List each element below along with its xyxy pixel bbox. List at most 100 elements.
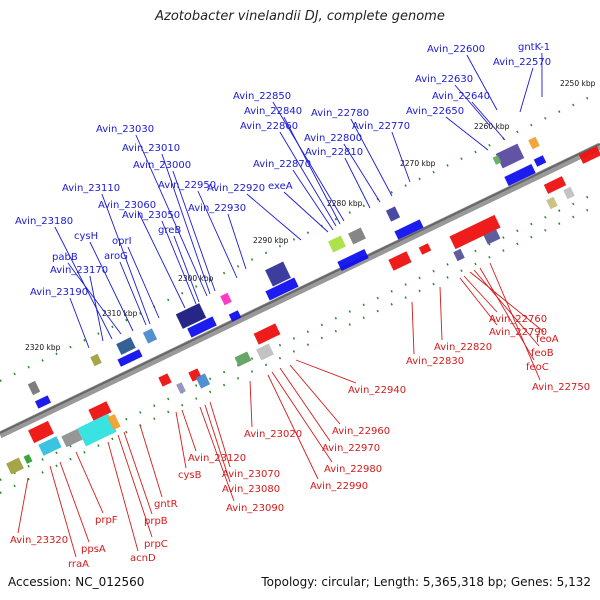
gene-glyph — [483, 229, 501, 245]
gene-label-avin-22600: Avin_22600 — [427, 44, 485, 55]
label-leader-avin-22830 — [411, 301, 415, 355]
tick-label: 2280 kbp — [327, 199, 363, 208]
gene-label-cysb: cysB — [178, 470, 202, 481]
label-leader-avin-22760 — [463, 275, 498, 313]
label-leader-rraa — [49, 465, 77, 558]
label-leader-avin-22650 — [445, 116, 489, 151]
gene-label-avin-22980: Avin_22980 — [324, 464, 382, 475]
gene-label-avin-23070: Avin_23070 — [222, 469, 280, 480]
label-leader-avin-22780 — [350, 118, 393, 197]
label-leader-avin-22850 — [272, 101, 345, 222]
gene-label-ppsa: ppsA — [81, 544, 106, 555]
gene-glyph — [563, 186, 575, 200]
gene-label-pabb: pabB — [52, 252, 78, 263]
label-leader-avin-23080 — [204, 404, 231, 483]
label-leader-avin-22870 — [292, 169, 334, 231]
gene-glyph — [546, 196, 558, 210]
gene-label-avin-23050: Avin_23050 — [122, 210, 180, 221]
gene-label-prpc: prpC — [144, 539, 168, 550]
label-leader-avin-22950 — [197, 190, 238, 279]
gene-label-acnd: acnD — [130, 553, 156, 564]
label-leader-avin-22600 — [466, 54, 498, 111]
gene-label-avin-22830: Avin_22830 — [406, 356, 464, 367]
label-leader-exea — [283, 191, 329, 233]
label-leader-avin-23070 — [209, 401, 231, 468]
tick-label: 2270 kbp — [400, 159, 436, 168]
gene-label-avin-22990: Avin_22990 — [310, 481, 368, 492]
label-leader-avin-22820 — [439, 286, 443, 341]
gene-label-avin-23090: Avin_23090 — [226, 503, 284, 514]
gene-glyph — [6, 457, 24, 475]
gene-glyph — [543, 176, 567, 194]
gene-glyph — [28, 420, 54, 444]
gene-label-avin-23180: Avin_23180 — [15, 216, 73, 227]
tick-label: 2320 kbp — [25, 343, 61, 352]
gene-label-avin-23080: Avin_23080 — [222, 484, 280, 495]
gene-label-avin-22650: Avin_22650 — [406, 106, 464, 117]
label-leader-avin-22810 — [344, 157, 371, 209]
gene-label-prpb: prpB — [144, 516, 168, 527]
gene-glyph — [38, 436, 62, 456]
gene-label-feoa: feoA — [536, 334, 559, 345]
label-leader-avin-23090 — [199, 406, 235, 502]
gene-label-prpf: prpF — [95, 515, 118, 526]
gene-label-avin-22810: Avin_22810 — [305, 147, 363, 158]
map-title: Azotobacter vinelandii DJ, complete geno… — [155, 9, 445, 24]
gene-label-avin-22920: Avin_22920 — [207, 183, 265, 194]
label-leader-avin-22770 — [391, 131, 411, 183]
gene-glyph — [495, 143, 525, 169]
tick-label: 2290 kbp — [253, 236, 289, 245]
gene-glyph — [328, 235, 346, 253]
label-leader-avin-23050 — [161, 220, 197, 305]
gene-label-avin-23120: Avin_23120 — [188, 453, 246, 464]
label-leader-avin-22790 — [459, 277, 498, 326]
gene-glyph — [195, 373, 211, 389]
gene-glyph — [88, 401, 112, 421]
gene-label-avin-22750: Avin_22750 — [532, 382, 590, 393]
gene-glyph — [61, 428, 83, 448]
gene-glyph — [90, 353, 102, 367]
label-leader-avin-22570 — [519, 67, 534, 113]
gene-label-avin-23010: Avin_23010 — [122, 143, 180, 154]
gene-label-rraa: rraA — [68, 559, 89, 570]
label-leader-avin-23190 — [69, 297, 90, 349]
gene-glyph — [492, 155, 502, 165]
gene-glyph — [220, 292, 232, 306]
label-leader-avin-22840 — [283, 116, 341, 225]
gene-glyph — [187, 316, 217, 338]
gene-glyph — [449, 214, 501, 250]
gene-glyph — [158, 373, 172, 387]
label-leader-opri — [127, 246, 160, 319]
gene-glyph — [348, 227, 366, 245]
gene-label-arog: aroG — [104, 251, 128, 262]
label-leader-avin-22960 — [289, 364, 341, 425]
gene-glyph — [256, 343, 274, 361]
gene-glyph — [418, 243, 432, 255]
gene-glyph — [388, 251, 412, 271]
gene-label-avin-22930: Avin_22930 — [188, 203, 246, 214]
gene-label-opri: oprI — [112, 236, 132, 247]
gene-label-avin-22780: Avin_22780 — [311, 108, 369, 119]
tick-dots-3 — [0, 203, 600, 494]
gene-label-avin-22800: Avin_22800 — [304, 133, 362, 144]
gene-label-avin-22960: Avin_22960 — [332, 426, 390, 437]
gene-label-avin-22770: Avin_22770 — [352, 121, 410, 132]
gene-label-avin-23110: Avin_23110 — [62, 183, 120, 194]
gene-glyph — [453, 248, 465, 262]
tick-label: 2260 kbp — [474, 122, 510, 131]
label-leader-avin-23010 — [161, 153, 211, 295]
gene-glyph — [175, 303, 207, 329]
gene-label-avin-22570: Avin_22570 — [493, 57, 551, 68]
gene-glyph — [142, 328, 158, 344]
gene-label-avin-22790: Avin_22790 — [489, 327, 547, 338]
gene-glyph — [394, 219, 424, 240]
label-leader-avin-23000 — [172, 170, 216, 292]
gene-label-avin-23000: Avin_23000 — [133, 160, 191, 171]
gene-label-avin-22640: Avin_22640 — [432, 91, 490, 102]
gene-label-gntr: gntR — [154, 499, 178, 510]
label-leader-prpf — [75, 451, 104, 514]
gene-label-avin-22870: Avin_22870 — [253, 159, 311, 170]
gene-label-avin-23060: Avin_23060 — [98, 200, 156, 211]
gene-glyph — [176, 382, 186, 394]
